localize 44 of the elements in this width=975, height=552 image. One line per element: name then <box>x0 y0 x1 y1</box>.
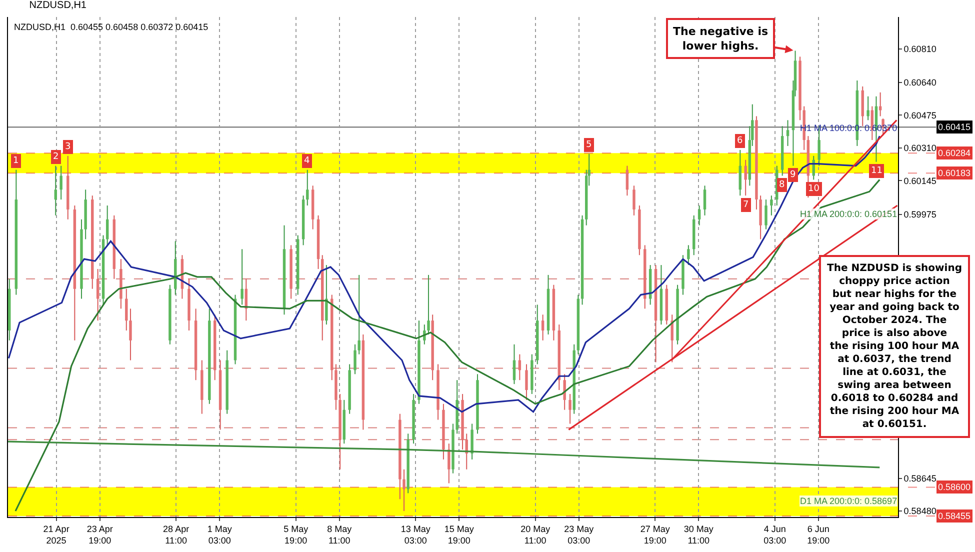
y-tick-label: 0.60640 <box>904 78 936 88</box>
x-tick-label: 1 May 03:00 <box>207 524 232 546</box>
ref-line-label: 0.58600 <box>938 482 971 492</box>
annotation: 5 <box>586 140 592 150</box>
x-tick-label: 5 May 19:00 <box>284 524 309 546</box>
annotation: 7 <box>743 200 749 210</box>
annotation: 2 <box>53 152 59 162</box>
text: NZDUSD,H1 0.60455 0.60458 0.60372 0.60415 <box>14 22 208 32</box>
y-tick-label: 0.58645 <box>904 473 936 484</box>
ref-line-label: 0.60415 <box>938 122 971 132</box>
y-tick-label: 0.59975 <box>904 210 936 220</box>
x-tick-label: 23 Apr 19:00 <box>86 524 113 546</box>
x-tick-label: 15 May 19:00 <box>444 524 474 546</box>
y-tick-label: 0.60810 <box>904 44 936 54</box>
x-tick-label: 20 May 11:00 <box>520 524 551 546</box>
x-tick-label: 21 Apr 2025 <box>43 524 70 546</box>
y-tick-label: 0.60475 <box>904 110 936 120</box>
ref-line-label: 0.60183 <box>938 168 971 178</box>
ref-line-label: 0.58455 <box>938 511 971 521</box>
annotation: The negative is lower highs. <box>673 25 768 52</box>
x-tick-label: 8 May 11:00 <box>327 524 352 546</box>
x-tick-label: 28 Apr 11:00 <box>163 524 190 546</box>
y-tick-label: 0.58480 <box>904 506 936 516</box>
series-label: H1 MA 200:0:0: 0.60151 <box>800 209 898 219</box>
y-tick-label: 0.60145 <box>904 176 936 186</box>
annotation: 3 <box>65 142 71 152</box>
chart-title: NZDUSD,H1 <box>29 0 87 12</box>
ref-line-label: 0.60284 <box>938 148 971 158</box>
annotation: 4 <box>304 156 310 166</box>
annotation: 6 <box>737 136 743 146</box>
annotation: 8 <box>779 180 785 190</box>
x-tick-label: 23 May 03:00 <box>564 524 594 546</box>
x-tick-label: 4 Jun 03:00 <box>764 524 786 546</box>
x-tick-label: 30 May 11:00 <box>684 524 714 546</box>
x-tick-label: 6 Jun 19:00 <box>807 524 830 546</box>
x-tick-label: 27 May 19:00 <box>640 524 670 546</box>
annotation: 10 <box>808 184 820 194</box>
text: The NZDUSD is showing choppy price action but near highs for the year and going back to October 2024. The price is also above the rising 100 hour MA at 0.6037, the trend line at 0.6031, the swing area between 0.6018 to 0.60284 and the rising 200 hour MA at 0.60151. <box>827 263 962 430</box>
text: D1 MA 200:0:0: 0.58697 <box>800 496 898 506</box>
x-tick-label: 13 May 03:00 <box>400 524 431 546</box>
annotation: 1 <box>13 156 19 166</box>
y-tick-label: 0.60310 <box>904 143 936 154</box>
annotation: 9 <box>790 170 796 180</box>
annotation: 11 <box>871 166 882 176</box>
